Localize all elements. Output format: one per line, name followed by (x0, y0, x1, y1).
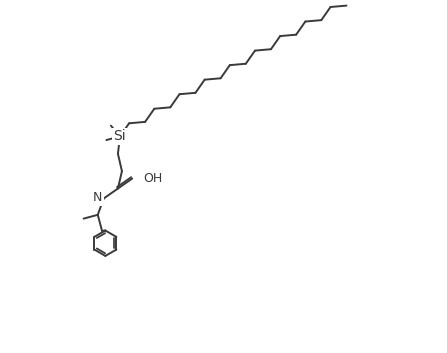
Text: N: N (93, 191, 102, 204)
Text: OH: OH (143, 172, 162, 185)
Text: Si: Si (114, 130, 126, 143)
